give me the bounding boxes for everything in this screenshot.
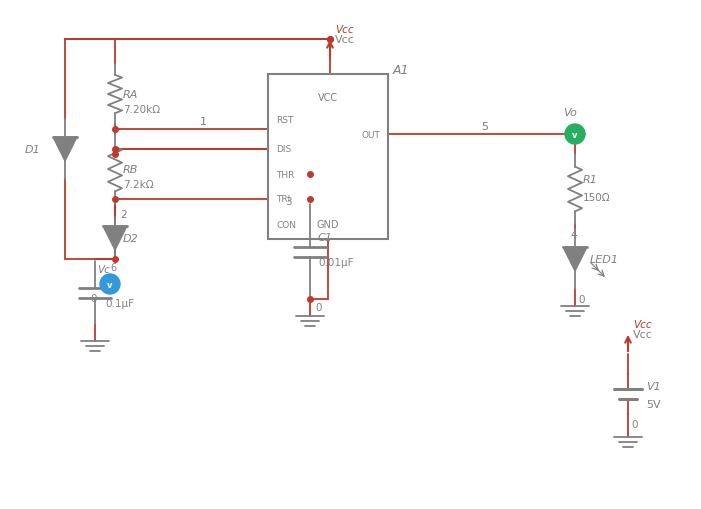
- Text: 0: 0: [90, 293, 97, 303]
- Text: D2: D2: [123, 234, 139, 243]
- Text: 5V: 5V: [646, 399, 660, 409]
- Text: 0: 0: [631, 419, 637, 429]
- Text: 0.1μF: 0.1μF: [105, 298, 134, 308]
- Text: DIS: DIS: [276, 145, 291, 154]
- Text: V1: V1: [646, 381, 661, 391]
- Text: TRI: TRI: [276, 195, 290, 204]
- Text: VCC: VCC: [318, 93, 338, 103]
- Text: C1: C1: [318, 233, 333, 242]
- Text: Vcc: Vcc: [335, 25, 353, 35]
- Text: 1: 1: [200, 117, 207, 127]
- Text: 4: 4: [570, 230, 577, 240]
- Text: R1: R1: [583, 175, 598, 185]
- Text: 0: 0: [315, 302, 322, 313]
- Text: 2: 2: [120, 210, 127, 219]
- Text: OUT: OUT: [361, 130, 380, 139]
- Text: RA: RA: [123, 90, 138, 100]
- Text: Vcc: Vcc: [633, 319, 652, 329]
- Text: Vcc: Vcc: [335, 35, 355, 45]
- Text: GND: GND: [317, 219, 339, 230]
- Bar: [268, 75, 388, 240]
- Text: 150Ω: 150Ω: [583, 192, 611, 203]
- Circle shape: [565, 125, 585, 145]
- Text: 7.2kΩ: 7.2kΩ: [123, 180, 154, 190]
- Polygon shape: [563, 247, 587, 271]
- Text: RB: RB: [123, 165, 138, 175]
- Text: v: v: [107, 280, 113, 289]
- Text: 7.20kΩ: 7.20kΩ: [123, 105, 160, 115]
- Text: A1: A1: [393, 64, 409, 76]
- Text: Vc: Vc: [97, 265, 110, 274]
- Polygon shape: [103, 227, 127, 250]
- Text: THR: THR: [276, 170, 294, 179]
- Text: C: C: [105, 273, 113, 284]
- Text: Vcc: Vcc: [633, 329, 653, 340]
- Text: 3: 3: [285, 196, 292, 207]
- Text: 5: 5: [481, 122, 488, 132]
- Text: v: v: [572, 130, 578, 139]
- Text: LED1: LED1: [590, 254, 619, 265]
- Text: CON: CON: [276, 220, 296, 229]
- Text: Vo: Vo: [563, 108, 577, 118]
- Text: 0.01μF: 0.01μF: [318, 258, 353, 267]
- Circle shape: [100, 274, 120, 294]
- Text: 6: 6: [110, 263, 116, 272]
- Text: D1: D1: [25, 145, 40, 155]
- Text: RST: RST: [276, 115, 294, 124]
- Polygon shape: [53, 138, 77, 162]
- Text: 0: 0: [578, 294, 585, 304]
